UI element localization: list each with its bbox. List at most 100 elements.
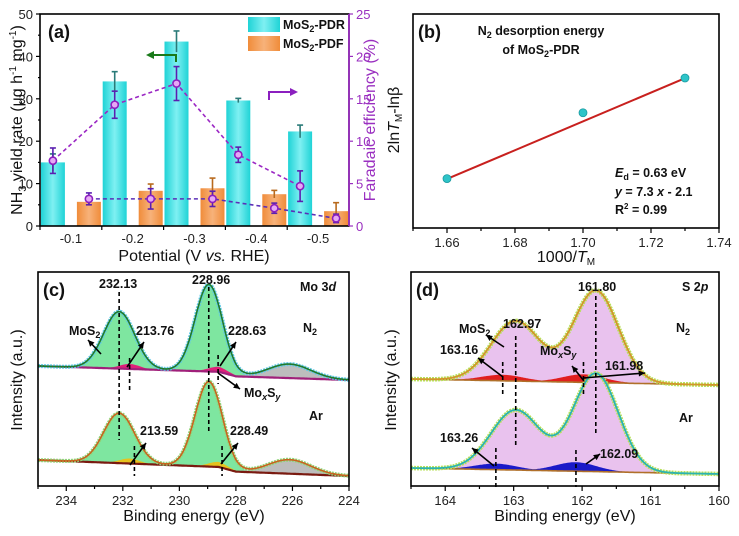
fe-point	[146, 194, 156, 204]
data-point	[578, 108, 588, 118]
arrow-mos2-c-head	[88, 340, 95, 347]
legend-label-pdf: MoS2-PDF	[283, 37, 344, 53]
fe-point	[84, 194, 94, 204]
envelope-n2	[38, 283, 350, 381]
arrow-mos2-d-head	[486, 335, 493, 342]
data-point	[680, 73, 690, 83]
x-tick-label: 1.66	[434, 235, 459, 250]
panel-b-y-axis-label: 2lnTM-lnβ	[386, 87, 405, 153]
panel-b: 1.66 1.68 1.70 1.72 1.74 (b) N2 desorption e…	[386, 13, 732, 268]
peak-label-162-09: 162.09	[600, 447, 638, 461]
y2-tick-label: 15	[356, 92, 370, 107]
x-tick-label: -0.5	[307, 231, 329, 246]
envelope-n2	[411, 289, 719, 386]
species-label-mos2-c: MoS2	[69, 324, 100, 340]
peak-label-232-13: 232.13	[99, 277, 137, 291]
panel-b-title-line2: of MoS2-PDR	[502, 43, 579, 59]
x-tick-label: 228	[225, 493, 247, 508]
panel-b-x-axis-label: 1000/TM	[537, 249, 595, 268]
peak-label-228-63: 228.63	[228, 324, 266, 338]
x-tick-label: 160	[708, 493, 730, 508]
panel-d-label: (d)	[416, 280, 439, 300]
fe-point	[269, 203, 279, 213]
envelope-ar	[411, 372, 719, 475]
species-label-mos2-d: MoS2	[459, 322, 490, 338]
legend-swatch-pdf	[248, 36, 280, 51]
y-tick-label: 30	[19, 92, 33, 107]
panel-a-legend: MoS2-PDR MoS2-PDF	[248, 17, 345, 53]
x-tick-label: 234	[55, 493, 77, 508]
panel-b-plot-area	[442, 73, 690, 184]
y-tick-label: 50	[19, 7, 33, 22]
legend-label-pdr: MoS2-PDR	[283, 18, 345, 34]
arrow-161-98	[582, 372, 646, 379]
panel-c-label: (c)	[43, 280, 65, 300]
panel-a-plot-area	[40, 30, 349, 227]
panel-d-x-ticks: 164 163 162 161 160	[410, 486, 730, 508]
arrow-161-98-head	[638, 370, 645, 377]
x-tick-label: 232	[112, 493, 134, 508]
panel-d-title: S 2p	[682, 280, 709, 294]
x-tick-label: 1.74	[706, 235, 731, 250]
y2-tick-label: 20	[356, 49, 370, 64]
panel-a-label: (a)	[48, 22, 70, 42]
x-tick-label: 163	[503, 493, 525, 508]
fe-point	[208, 194, 217, 204]
x-tick-label: 224	[338, 493, 360, 508]
peak-label-161-98: 161.98	[605, 359, 643, 373]
arrow-163-26-head	[472, 448, 479, 455]
y2-tick-label: 5	[356, 177, 363, 192]
panel-b-ed-annotation: Ed = 0.63 eV	[615, 166, 687, 182]
panel-b-equation: y = 7.3 x - 2.1	[614, 185, 693, 199]
arrow-moxsy-c-head	[233, 382, 240, 389]
arrow-moxsy-d-head	[572, 366, 579, 373]
peak-label-161-80: 161.80	[578, 280, 616, 294]
panel-a-y-ticks: 0 10 20 30 40 50	[19, 7, 40, 234]
x-tick-label: 164	[434, 493, 456, 508]
panel-b-title-line1: N2 desorption energy	[478, 24, 605, 40]
right-axis-arrow-icon	[268, 88, 298, 100]
panel-d-plot-area	[411, 288, 719, 487]
peak-label-228-49: 228.49	[230, 424, 268, 438]
fe-line	[88, 198, 337, 220]
peak-label-162-97: 162.97	[503, 317, 541, 331]
panel-c-x-axis-label: Binding energy (eV)	[123, 508, 264, 525]
peak-label-213-59: 213.59	[140, 424, 178, 438]
fe-point	[48, 156, 58, 166]
y2-tick-label: 25	[356, 7, 370, 22]
y2-tick-label: 0	[356, 219, 363, 234]
panel-d: 164 163 162 161 160 (d) S 2p N2 Ar 161.80 16…	[383, 271, 730, 525]
arrow-228-49-head	[231, 443, 238, 450]
y2-tick-label: 10	[356, 134, 370, 149]
arrow-213-76-head	[137, 342, 144, 349]
panel-a-y-axis-label: NH3 yield rate (μg h-1 mg-1)	[8, 25, 29, 215]
baseline-n2	[38, 364, 349, 382]
panel-d-y-axis-label: Intensity (a.u.)	[383, 329, 400, 430]
panel-c-frame	[37, 271, 350, 487]
peak-fill-n2	[70, 311, 169, 371]
fe-point	[110, 100, 120, 110]
x-tick-label: -0.3	[183, 231, 205, 246]
panel-a-x-axis-label: Potential (V vs. RHE)	[118, 248, 269, 265]
y-tick-label: 20	[19, 134, 33, 149]
panel-d-ar-label: Ar	[679, 411, 693, 425]
panel-b-frame	[412, 13, 720, 229]
panel-c-n2-label: N2	[303, 321, 317, 337]
arrow-162-09-head	[593, 454, 600, 461]
peak-label-163-16: 163.16	[440, 343, 478, 357]
peak-label-163-26: 163.26	[440, 431, 478, 445]
x-tick-label: 1.68	[502, 235, 527, 250]
bar-pdf	[76, 201, 101, 226]
panel-a-x-ticks: -0.1 -0.2 -0.3 -0.4 -0.5	[39, 226, 329, 246]
panel-c: 234 232 230 228 226 224 (c) Mo 3d N2 Ar 232.1…	[9, 271, 360, 525]
panel-c-plot-area	[37, 282, 350, 478]
panel-a-y2-ticks: 0 5 10 15 20 25	[348, 7, 370, 234]
data-point	[442, 174, 452, 184]
x-tick-label: 1.70	[570, 235, 595, 250]
envelope-ar	[37, 380, 350, 477]
y-tick-label: 40	[19, 49, 33, 64]
baseline-ar	[37, 458, 350, 478]
panel-b-label: (b)	[418, 22, 441, 42]
legend-swatch-pdr	[248, 17, 280, 32]
